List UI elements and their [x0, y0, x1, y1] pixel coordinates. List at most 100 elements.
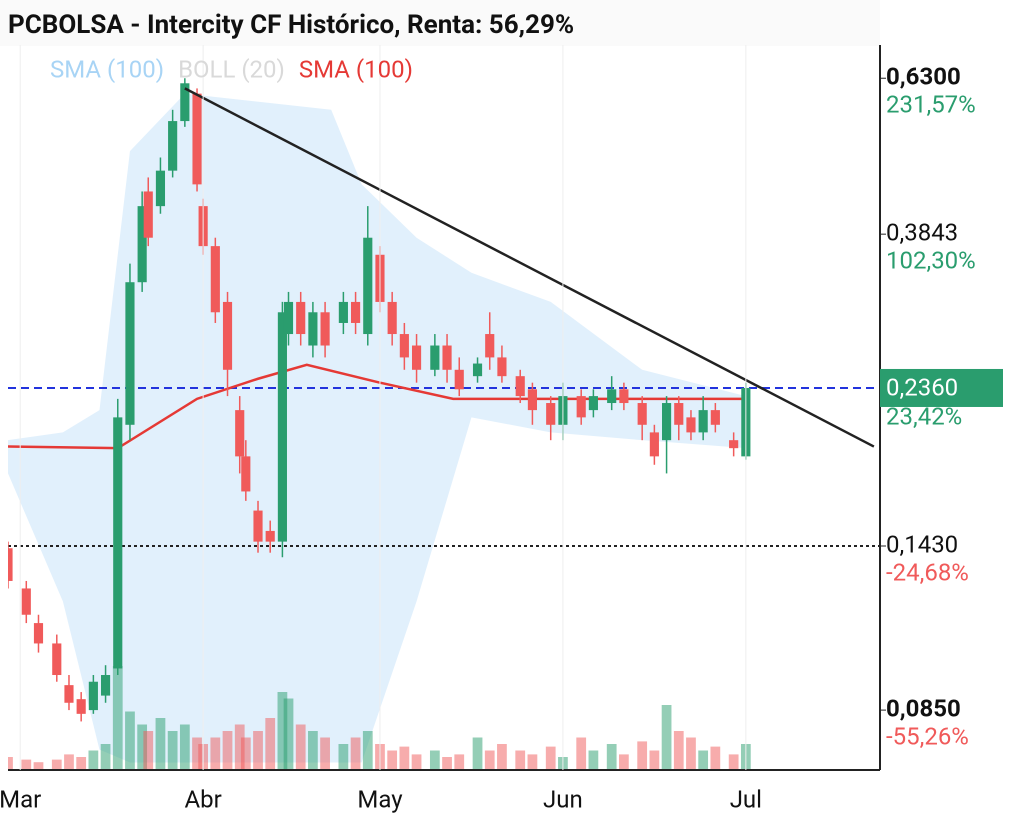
- trendline: [184, 87, 875, 448]
- y-tick-label: 0,6300: [886, 63, 961, 91]
- axes: 0,6300231,57%0,3843102,30%0,234523,42%0,…: [0, 45, 1003, 813]
- volume-bar: [234, 724, 245, 770]
- candle-body: [113, 417, 123, 669]
- volume-bar: [167, 731, 178, 770]
- candle-body: [411, 345, 422, 370]
- candle-body: [52, 643, 62, 676]
- candle-body: [296, 301, 306, 335]
- volume-bar: [51, 759, 62, 770]
- volume-bar: [253, 731, 263, 770]
- candle-body: [76, 699, 86, 714]
- y-tick-change: 23,42%: [886, 402, 962, 430]
- volume-bar: [472, 737, 483, 770]
- candle-body: [387, 301, 397, 335]
- candle-body: [674, 403, 684, 425]
- volume-bar: [387, 750, 398, 770]
- candle-body: [88, 681, 98, 711]
- y-tick-change: 102,30%: [886, 247, 976, 275]
- candle-body: [338, 301, 348, 323]
- volume-bar: [76, 757, 87, 770]
- volume-bar: [576, 737, 587, 770]
- candle-body: [100, 675, 111, 696]
- candle-body: [729, 440, 739, 449]
- volume-bar: [277, 692, 288, 770]
- candle-body: [399, 334, 409, 358]
- volume-bar: [649, 750, 660, 770]
- candle-body: [265, 530, 275, 542]
- volume-bar: [698, 750, 709, 770]
- volume-bar: [686, 737, 696, 770]
- candle-body: [21, 588, 31, 615]
- candle-body: [64, 685, 74, 703]
- candle-body: [308, 312, 318, 346]
- volume-bar: [619, 754, 629, 770]
- volume-bar: [362, 731, 373, 770]
- volume-bar: [350, 737, 361, 770]
- candle-body: [442, 345, 452, 370]
- legend-entry: SMA (100): [50, 55, 164, 83]
- candle-body: [137, 206, 147, 283]
- candle-body: [222, 301, 233, 370]
- candle-body: [277, 312, 287, 542]
- volume-bar: [637, 741, 648, 770]
- y-tick-change: -24,68%: [886, 558, 969, 586]
- candle-body: [320, 312, 330, 346]
- candle-body: [454, 369, 464, 390]
- candle-body: [210, 246, 220, 313]
- candle-body: [235, 410, 245, 457]
- volume-bar: [673, 731, 684, 770]
- candle-body: [283, 301, 294, 335]
- candle-body: [33, 623, 44, 644]
- candle-body: [125, 282, 135, 425]
- volume-bar: [21, 759, 32, 770]
- y-tick-change: -55,26%: [886, 722, 969, 750]
- candle-body: [155, 170, 166, 207]
- x-tick-label: May: [357, 785, 403, 813]
- volume-bar: [64, 754, 74, 770]
- candle-body: [363, 237, 373, 335]
- volume-bar: [545, 746, 556, 770]
- last-price-box: [880, 368, 1003, 407]
- last-price-label: 0,2360: [886, 373, 958, 401]
- volume-bar: [399, 746, 410, 770]
- volume-bar: [710, 746, 721, 770]
- candle-body: [241, 456, 251, 492]
- chart-title: PCBOLSA - Intercity CF Histórico, Renta:…: [8, 10, 574, 40]
- candle-body: [698, 410, 708, 433]
- candle-body: [710, 410, 720, 425]
- volume-bar: [240, 737, 251, 770]
- candle-body: [472, 363, 483, 377]
- volume-bar: [442, 757, 452, 770]
- volume-bar: [308, 731, 318, 770]
- volume-bar: [295, 724, 306, 770]
- volume-bar: [265, 718, 276, 770]
- volume-bar: [484, 750, 495, 770]
- volume-bar: [143, 731, 154, 770]
- candle-body: [607, 389, 617, 404]
- volume-bar: [222, 731, 233, 770]
- bollinger-band: [8, 93, 746, 763]
- legend-entry: SMA (100): [299, 55, 413, 83]
- volume-bar: [497, 744, 507, 770]
- candle-body: [485, 334, 495, 358]
- candle-body: [8, 548, 13, 581]
- volume-bar: [125, 711, 135, 770]
- volume-bar: [728, 754, 739, 770]
- volume-bar: [8, 757, 13, 770]
- volume-bar: [606, 744, 617, 770]
- volume-bar: [88, 750, 99, 770]
- candle-body: [619, 389, 629, 404]
- candle-body: [515, 376, 525, 397]
- volume-bar: [320, 737, 330, 770]
- volume-bar: [33, 762, 44, 770]
- volume-bar: [454, 754, 465, 770]
- volume-bar: [515, 750, 526, 770]
- volume-bar: [661, 705, 672, 770]
- candle-body: [192, 93, 202, 185]
- title-bar: [0, 0, 880, 46]
- y-tick-change: 231,57%: [886, 91, 976, 119]
- volume-bar: [527, 754, 538, 770]
- candle-body: [168, 121, 178, 171]
- x-tick-label: Abr: [185, 785, 222, 813]
